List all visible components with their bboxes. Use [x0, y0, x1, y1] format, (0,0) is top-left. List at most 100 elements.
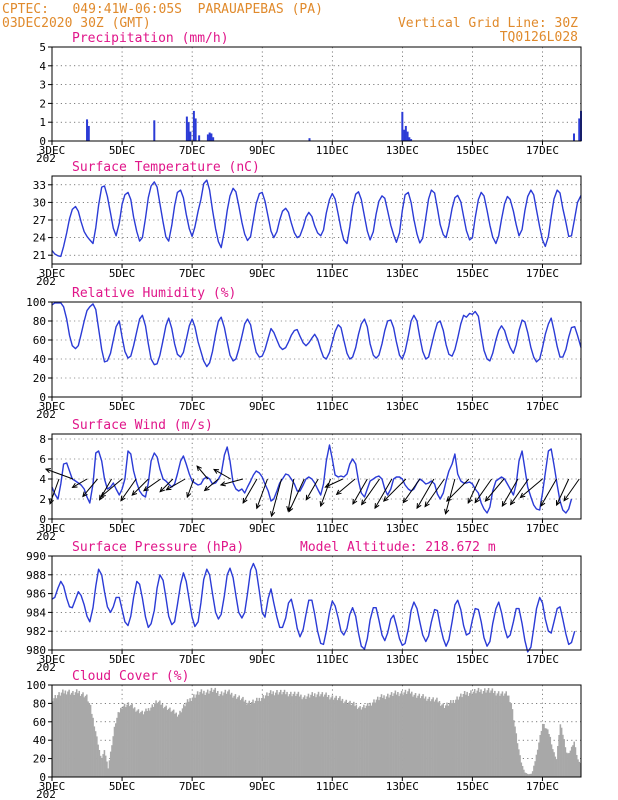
- y-tick-label: 80: [33, 315, 46, 328]
- precip-bar: [187, 122, 190, 141]
- cloud-bar: [210, 687, 213, 777]
- cloud-bar: [519, 755, 521, 777]
- cloud-bar: [534, 761, 536, 777]
- cloud-bar: [397, 692, 399, 777]
- y-tick-label: 100: [26, 679, 46, 692]
- cloud-bar: [506, 695, 509, 777]
- cloud-bar: [108, 760, 111, 777]
- wind-arrow: [286, 478, 295, 513]
- cloud-bar: [247, 702, 249, 777]
- cloud-bar: [117, 712, 120, 777]
- cloud-bar: [423, 698, 426, 777]
- x-tick-label: 11DEC: [316, 653, 349, 666]
- y-tick-label: 80: [33, 697, 46, 710]
- wind-arrow-head: [319, 501, 325, 508]
- cloud-bar: [558, 735, 560, 777]
- wind-arrow-head: [424, 501, 430, 508]
- wind-arrow: [501, 478, 519, 508]
- cloud-bar: [385, 696, 388, 777]
- cloud-bar: [452, 700, 455, 777]
- cloud-bar: [307, 693, 310, 777]
- wind-arrow: [361, 478, 380, 506]
- cloud-bar: [421, 696, 423, 777]
- cloud-bar: [147, 708, 150, 777]
- cloud-bar: [476, 690, 479, 777]
- cloud-bar: [497, 691, 500, 777]
- wind-arrow-shaft: [131, 478, 149, 496]
- cloud-bar: [471, 694, 473, 777]
- wind-arrow: [519, 478, 543, 499]
- cloud-bar: [99, 755, 102, 777]
- cloud-bar: [186, 699, 189, 777]
- cloud-bar: [305, 699, 307, 777]
- cloud-bar: [256, 697, 258, 777]
- wind-arrow-shaft: [320, 478, 331, 507]
- wind-arrow-shaft: [540, 478, 557, 507]
- wind-arrow-head: [305, 494, 311, 501]
- cloud-bar: [473, 689, 476, 777]
- wind-arrow-shaft: [271, 478, 282, 517]
- wind-arrow: [509, 478, 529, 506]
- cloud-bar: [450, 700, 452, 777]
- cloud-bar: [79, 695, 82, 777]
- cloud-bar: [238, 695, 240, 777]
- cloud-bar: [475, 693, 477, 777]
- cloud-bar: [419, 698, 422, 777]
- cloud-bar: [320, 694, 322, 777]
- cloud-bar: [405, 694, 408, 777]
- x-year-label: 202: [36, 530, 56, 543]
- cloud-bar: [345, 699, 348, 777]
- cloud-bar: [456, 696, 458, 777]
- cloud-bar: [157, 701, 160, 777]
- wind-arrow-shaft: [100, 478, 123, 498]
- cloud-bar: [563, 739, 565, 777]
- y-tick-label: 33: [33, 179, 46, 192]
- y-tick-label: 1: [39, 116, 46, 129]
- cloud-panel: 0 20 40 60 80 100 3DEC 5DEC 7DEC 9DEC 11DEC 13DEC 15…: [26, 669, 582, 800]
- x-tick-label: 17DEC: [526, 653, 559, 666]
- cloud-bar: [283, 689, 286, 777]
- cloud-bar: [88, 703, 91, 777]
- cloud-bar: [347, 702, 350, 777]
- cloud-bar: [562, 734, 564, 777]
- cloud-bar: [461, 697, 463, 777]
- y-tick-label: 40: [33, 734, 46, 747]
- cloud-bar: [365, 705, 368, 777]
- cloud-bar: [213, 689, 215, 777]
- cloud-bar: [136, 710, 138, 777]
- cloud-bar: [526, 773, 529, 777]
- wind-arrow-head: [165, 485, 172, 491]
- cloud-bar: [154, 703, 156, 777]
- cloud-bar: [67, 691, 69, 777]
- cloud-bar: [222, 695, 224, 777]
- wind-arrow: [120, 478, 137, 502]
- wind-arrow-shaft: [287, 478, 295, 511]
- cloud-bar: [434, 699, 437, 777]
- cloud-bar: [146, 711, 149, 777]
- precip-frame: [51, 46, 582, 142]
- cloud-bar: [288, 694, 291, 777]
- temp-panel: 21 24 27 30 33 3DEC 5DEC 7DEC 9DEC 11DEC 13DEC 15DE…: [33, 160, 582, 288]
- cloud-bar: [60, 692, 63, 777]
- cloud-bar: [413, 694, 416, 777]
- cloud-bar: [211, 692, 214, 777]
- precip-bar: [403, 129, 406, 141]
- cloud-bar: [142, 714, 145, 777]
- wind-series-line: [51, 444, 573, 514]
- cloud-bar: [84, 695, 87, 777]
- cloud-bar: [297, 691, 300, 777]
- cloud-bar: [341, 698, 344, 777]
- cloud-bar: [313, 693, 316, 777]
- cloud-bar: [159, 700, 161, 777]
- cloud-bar: [252, 699, 254, 777]
- cloud-bar: [509, 702, 511, 777]
- precip-bar: [408, 137, 411, 141]
- cloud-bar: [103, 750, 106, 777]
- cloud-bar: [180, 712, 183, 777]
- x-tick-label: 5DEC: [109, 780, 136, 793]
- cloud-bar: [368, 705, 370, 777]
- wind-arrow-shaft: [445, 478, 456, 514]
- x-tick-label: 11DEC: [316, 144, 349, 157]
- cloud-bar: [472, 691, 475, 777]
- cloud-bar: [552, 749, 554, 777]
